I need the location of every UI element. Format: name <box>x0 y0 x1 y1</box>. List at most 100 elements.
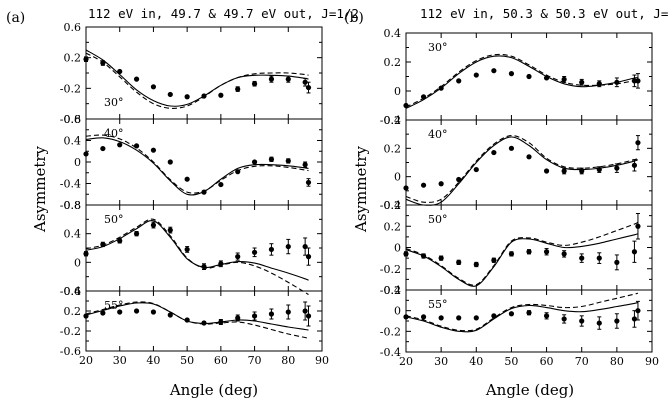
data-point <box>302 79 308 85</box>
data-point <box>83 313 89 319</box>
data-point <box>543 249 550 255</box>
subplot-b-3: 0.4 0.2 0 -0.2 -0.4 50° <box>380 199 653 297</box>
data-point <box>403 251 409 257</box>
x-tick-label: 90 <box>315 354 329 367</box>
subplot-label: 30° <box>104 96 124 109</box>
data-point <box>526 249 532 255</box>
data-point <box>302 243 308 250</box>
data-point <box>218 261 224 267</box>
y-tick-label: 0.4 <box>64 135 82 148</box>
data-point <box>473 72 479 78</box>
y-tick-label: 0.2 <box>384 142 402 155</box>
data-point <box>561 316 567 322</box>
data-point <box>456 78 462 84</box>
data-point <box>285 76 291 82</box>
y-tick-label: 0 <box>394 305 401 318</box>
data-point <box>305 313 312 319</box>
panel-label-a: (a) <box>6 10 25 26</box>
data-point <box>251 81 258 87</box>
data-point <box>508 145 515 151</box>
data-point <box>285 309 291 315</box>
y-tick-label: 0 <box>74 256 81 269</box>
data-point <box>100 145 106 152</box>
x-tick-label: 70 <box>575 355 589 368</box>
data-point <box>100 310 106 316</box>
data-point <box>100 60 106 66</box>
data-point <box>285 158 291 164</box>
y-tick-label: 0 <box>74 156 81 169</box>
dashed-series-line <box>405 221 639 286</box>
subplot-b-1: 0.4 0.2 0 -0.2 30° <box>380 27 653 127</box>
data-point <box>473 315 479 321</box>
data-point <box>150 222 157 228</box>
data-point <box>268 246 275 253</box>
subplot-label: 30° <box>428 41 448 54</box>
data-point <box>579 255 585 261</box>
data-point <box>117 309 123 315</box>
data-point <box>508 71 515 77</box>
data-point <box>167 227 173 233</box>
data-point <box>561 251 567 257</box>
y-tick-label: 0.8 <box>64 199 82 212</box>
data-point <box>543 75 550 81</box>
data-point <box>456 176 462 183</box>
subplot-b-2: 0.4 0.2 0 -0.2 40° <box>380 114 653 212</box>
data-point <box>218 319 224 325</box>
data-point <box>83 56 89 62</box>
data-point <box>201 320 207 326</box>
data-point <box>218 181 224 188</box>
data-point <box>438 315 444 321</box>
data-point <box>184 176 190 182</box>
dashed-series-line <box>85 218 309 296</box>
x-tick-label: 40 <box>469 355 483 368</box>
x-tick-label: 30 <box>434 355 448 368</box>
x-tick-label: 20 <box>79 354 93 367</box>
data-point <box>184 317 190 323</box>
data-point <box>561 168 567 174</box>
data-point <box>150 84 157 90</box>
x-tick-label: 70 <box>248 354 262 367</box>
y-tick-label: -0.2 <box>380 199 401 212</box>
data-point <box>473 261 479 268</box>
data-point <box>302 308 308 314</box>
data-point <box>596 81 602 87</box>
y-axis-label-b: Asymmetry <box>352 145 370 233</box>
data-point <box>473 166 479 173</box>
y-tick-label: -0.6 <box>60 345 81 358</box>
solid-series-line <box>405 55 639 109</box>
data-point <box>420 94 427 100</box>
data-point <box>596 320 602 326</box>
x-axis-label-b: Angle (deg) <box>485 381 574 399</box>
data-point <box>438 181 444 187</box>
data-point <box>561 76 567 82</box>
data-point <box>184 246 190 253</box>
solid-series-line <box>405 301 639 333</box>
panel-label-b: (b) <box>344 10 364 26</box>
y-tick-label: 0.4 <box>384 199 402 212</box>
data-point <box>543 313 550 319</box>
data-point <box>133 76 140 82</box>
x-tick-label: 60 <box>214 354 228 367</box>
data-point <box>614 259 620 265</box>
y-tick-label: 0.8 <box>64 113 82 126</box>
data-point <box>635 308 641 314</box>
data-point <box>579 79 585 85</box>
y-tick-label: 0.2 <box>384 284 402 297</box>
data-point <box>133 143 140 149</box>
y-tick-label: -0.4 <box>60 178 81 191</box>
data-point <box>438 255 444 261</box>
x-tick-label: 50 <box>180 354 194 367</box>
data-point <box>420 182 427 188</box>
data-point <box>526 310 532 316</box>
solid-series-line <box>405 233 639 287</box>
data-point <box>150 309 157 315</box>
data-point <box>543 168 550 174</box>
data-point <box>420 314 427 320</box>
data-point <box>268 311 275 317</box>
solid-series-line <box>405 136 639 206</box>
y-tick-label: -0.2 <box>380 114 401 127</box>
x-tick-label: 30 <box>113 354 127 367</box>
data-point <box>614 165 620 171</box>
y-tick-label: 0.2 <box>384 220 402 233</box>
subplot-label: 55° <box>428 298 448 311</box>
